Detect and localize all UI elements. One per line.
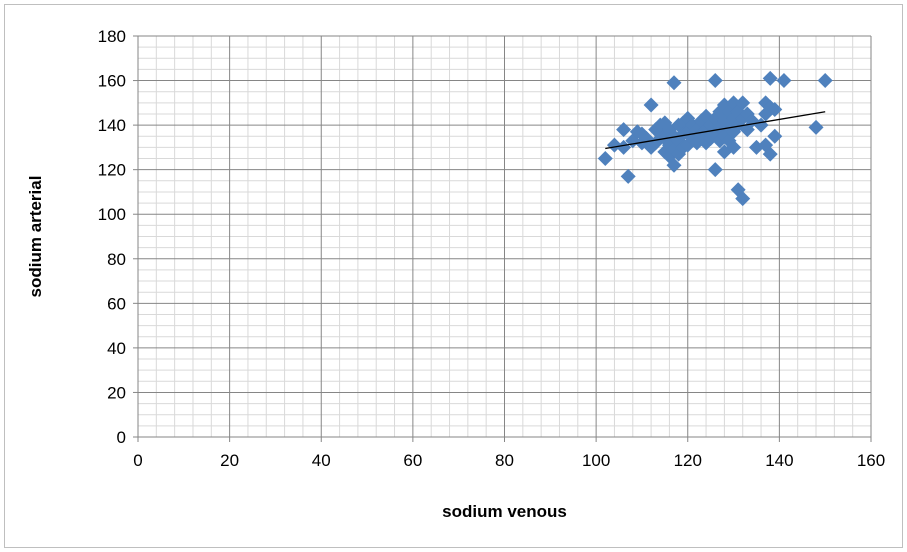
- data-point: [707, 73, 723, 89]
- y-tick-label: 140: [98, 116, 126, 135]
- data-point: [707, 162, 723, 178]
- x-tick-label: 40: [312, 451, 331, 470]
- y-axis-title: sodium arterial: [26, 176, 45, 298]
- data-point: [666, 157, 682, 173]
- x-tick-label: 60: [403, 451, 422, 470]
- data-point: [817, 73, 833, 89]
- data-point: [762, 70, 778, 86]
- data-point: [808, 119, 824, 135]
- x-tick-label: 160: [857, 451, 885, 470]
- trendline: [605, 111, 826, 150]
- y-tick-labels: 0 20 40 60 80 100 120 140 160 180: [98, 27, 126, 447]
- data-point: [620, 168, 636, 184]
- trendline-layer: [605, 111, 826, 150]
- x-tick-label: 140: [765, 451, 793, 470]
- x-tick-labels: 0 20 40 60 80 100 120 140 160: [133, 451, 885, 470]
- y-tick-label: 100: [98, 205, 126, 224]
- x-tick-label: 120: [674, 451, 702, 470]
- data-point: [726, 139, 742, 155]
- y-tick-label: 80: [107, 250, 126, 269]
- data-point: [616, 122, 632, 138]
- scatter-chart: 0 20 40 60 80 100 120 140 160 0 20 40 60 80 100 120 140…: [26, 27, 885, 521]
- data-point: [735, 95, 751, 111]
- data-point: [767, 102, 783, 118]
- data-point: [643, 97, 659, 113]
- data-points: [597, 70, 833, 207]
- data-point: [762, 146, 778, 162]
- y-tick-label: 120: [98, 161, 126, 180]
- x-tick-label: 0: [133, 451, 142, 470]
- y-tick-label: 180: [98, 27, 126, 46]
- y-tick-label: 60: [107, 294, 126, 313]
- data-point: [616, 139, 632, 155]
- y-tick-label: 0: [117, 428, 126, 447]
- y-tick-label: 40: [107, 339, 126, 358]
- x-tick-label: 20: [220, 451, 239, 470]
- data-point: [735, 191, 751, 207]
- x-axis-title: sodium venous: [442, 502, 567, 521]
- x-tick-label: 100: [582, 451, 610, 470]
- data-point: [666, 75, 682, 91]
- y-tick-label: 20: [107, 383, 126, 402]
- chart-area: 0 20 40 60 80 100 120 140 160 0 20 40 60 80 100 120 140…: [4, 4, 903, 548]
- data-point: [767, 128, 783, 144]
- y-tick-label: 160: [98, 72, 126, 91]
- data-point: [597, 151, 613, 167]
- x-tick-label: 80: [495, 451, 514, 470]
- data-point: [776, 73, 792, 89]
- axes: [133, 35, 872, 442]
